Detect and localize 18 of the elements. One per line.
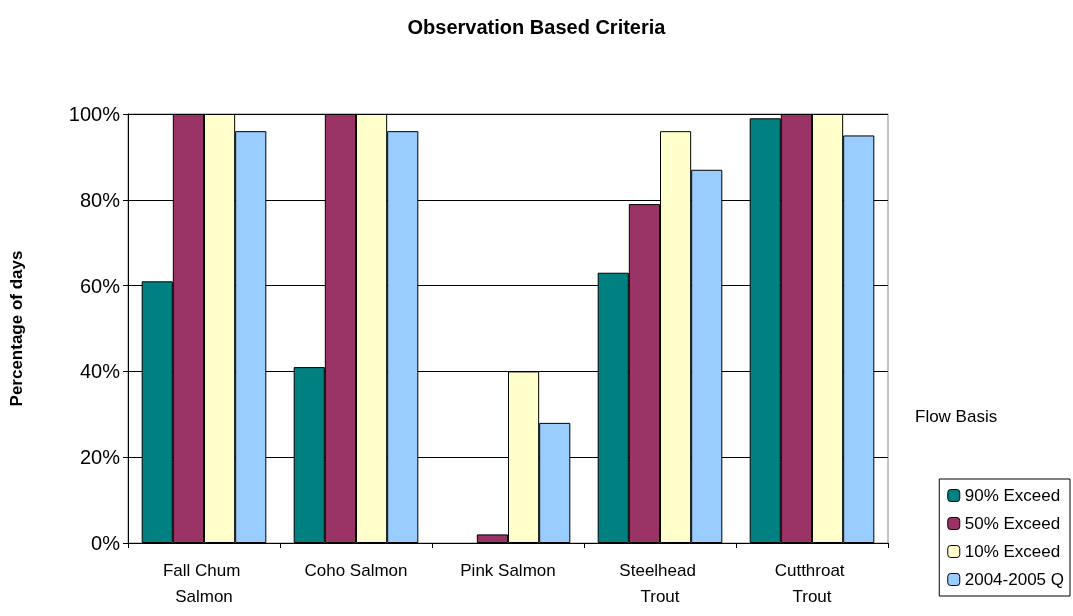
x-tick-label: Fall Chum Salmon — [162, 560, 246, 606]
x-tick-label: Pink Salmon — [460, 560, 556, 580]
legend-label: 90% Exceed — [964, 486, 1061, 505]
y-tick-label: 0% — [91, 532, 121, 554]
x-tick-label: Coho Salmon — [304, 560, 408, 580]
legend-label: 10% Exceed — [964, 542, 1061, 561]
y-tick-label: 40% — [79, 360, 121, 383]
legend-title: Flow Basis — [915, 407, 998, 426]
x-tick-label: Cutthroat Trout — [774, 560, 850, 606]
y-tick-label: 100% — [68, 103, 121, 125]
y-tick-label: 80% — [79, 188, 121, 211]
legend-label: 2004-2005 Q — [964, 570, 1065, 589]
y-tick-label: 20% — [79, 446, 121, 469]
legend-label: 50% Exceed — [964, 514, 1061, 533]
x-tick-label: Steelhead Trout — [619, 560, 701, 606]
y-tick-label: 60% — [79, 274, 121, 297]
chart-title: Observation Based Criteria — [407, 16, 667, 38]
y-axis-title: Percentage of days — [7, 250, 26, 407]
